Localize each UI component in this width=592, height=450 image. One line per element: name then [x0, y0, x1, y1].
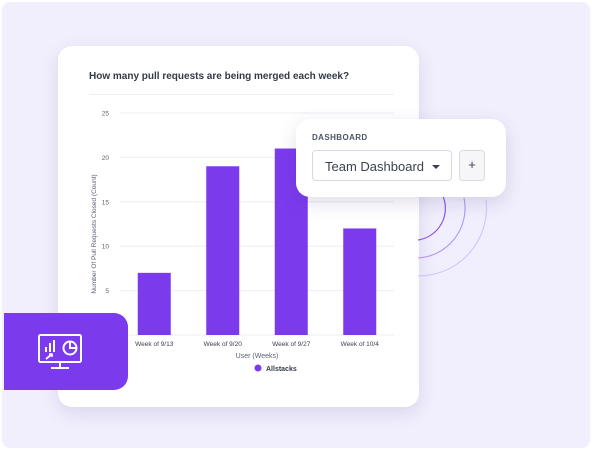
title-divider: [89, 94, 394, 95]
y-tick-label: 5: [105, 288, 109, 295]
y-tick-label: 25: [102, 111, 110, 118]
dashboard-popup: DASHBOARD Team Dashboard +: [296, 119, 506, 197]
y-axis-label: Number Of Pull Requests Closed (Count): [91, 174, 98, 293]
bar-chart: 5 10 15 20 25 Number Of Pull Requests Closed …: [91, 111, 394, 373]
x-tick-label: Week of 9/20: [204, 341, 243, 348]
y-tick-label: 20: [102, 155, 110, 162]
dashboard-select-value: Team Dashboard: [325, 159, 424, 174]
x-tick-label: Week of 9/27: [272, 341, 311, 348]
bar: [343, 228, 377, 335]
legend-swatch: [254, 364, 262, 372]
x-tick-label: Week of 10/4: [341, 341, 380, 348]
dashboard-select[interactable]: Team Dashboard: [312, 150, 452, 181]
dashboard-badge: [4, 313, 128, 390]
x-axis-label: User (Weeks): [236, 353, 279, 360]
y-tick-label: 10: [102, 244, 110, 251]
bar: [206, 166, 240, 335]
x-tick-label: Week of 9/13: [135, 341, 174, 348]
chart-title: How many pull requests are being merged …: [89, 71, 350, 82]
y-tick-label: 15: [102, 199, 110, 206]
dashboard-analytics-icon: [38, 334, 82, 369]
add-dashboard-button[interactable]: +: [459, 150, 485, 181]
chevron-down-icon: [432, 165, 440, 169]
bar: [137, 272, 171, 335]
dashboard-label: DASHBOARD: [312, 133, 368, 142]
legend-label: Allstacks: [266, 366, 297, 373]
